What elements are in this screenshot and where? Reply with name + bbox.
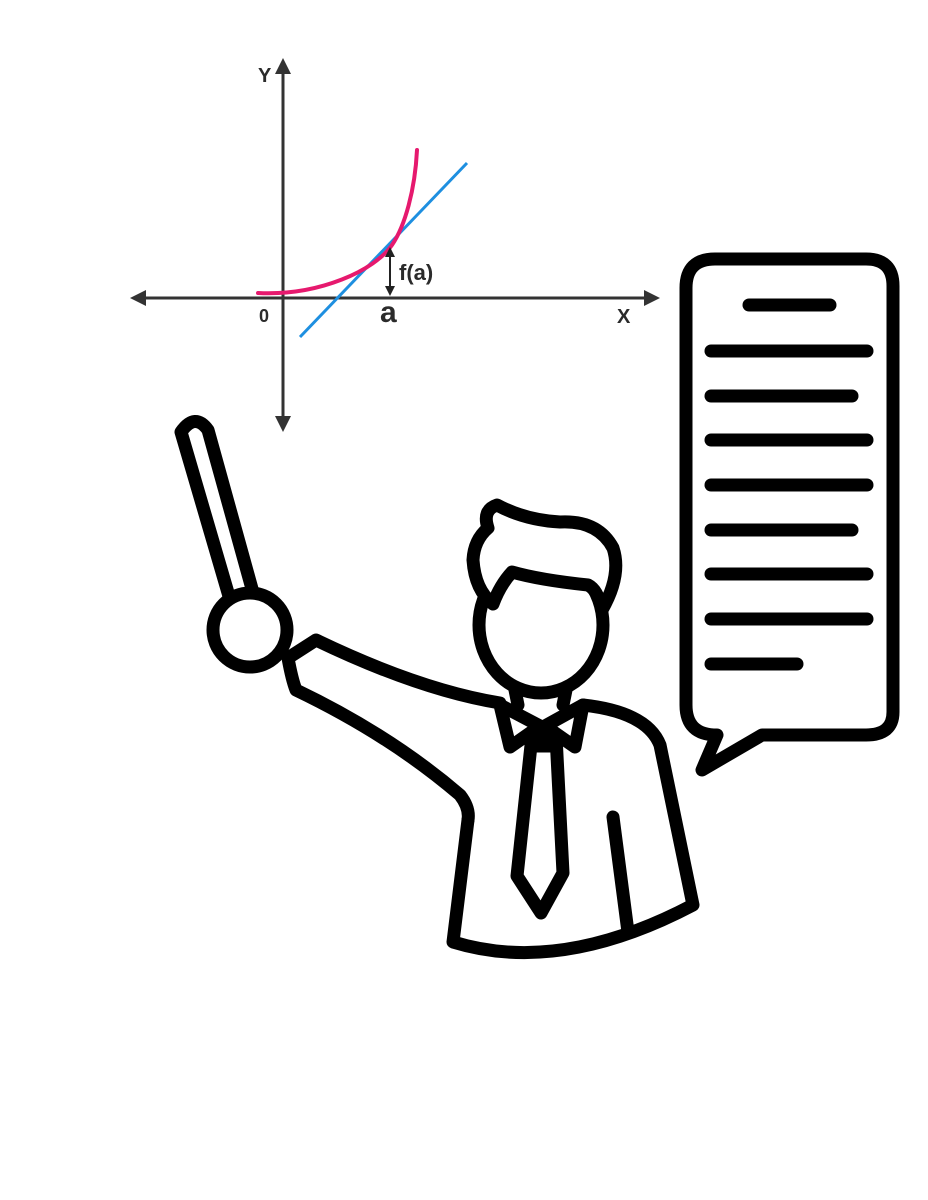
collar-left xyxy=(493,698,547,754)
speech-bubble-outline xyxy=(679,252,900,777)
teacher-figure xyxy=(174,415,700,960)
origin-label: 0 xyxy=(259,306,269,326)
point-a-label: a xyxy=(380,296,397,329)
torso xyxy=(446,698,700,960)
fa-indicator-top-arrow xyxy=(385,247,395,257)
fa-label: f(a) xyxy=(399,260,433,285)
raised-arm xyxy=(281,633,512,827)
tangent-line xyxy=(298,161,469,339)
hair xyxy=(466,498,623,617)
y-axis-bottom-arrow xyxy=(275,416,291,432)
y-axis-label: Y xyxy=(258,65,272,87)
x-axis-right-arrow xyxy=(644,290,660,306)
pointer-stick xyxy=(174,415,261,610)
fa-indicator-bottom-arrow xyxy=(385,286,395,296)
tie xyxy=(510,729,570,920)
x-axis-left-arrow xyxy=(130,290,146,306)
x-axis-label: X xyxy=(617,306,631,328)
function-graph: Y X 0 a f(a) xyxy=(130,58,660,432)
speech-bubble xyxy=(679,252,900,777)
sleeve-line xyxy=(606,810,635,939)
hand-fist xyxy=(206,586,294,674)
y-axis-top-arrow xyxy=(275,58,291,74)
function-curve xyxy=(256,148,419,296)
